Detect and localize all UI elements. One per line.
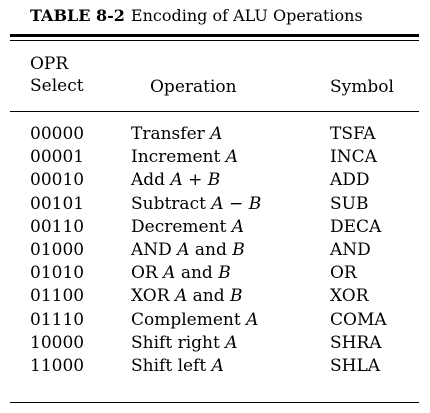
header-opr-line-1: OPR [30, 54, 69, 74]
opr-code-cell: 00001 [30, 147, 85, 168]
opr-code-cell: 00000 [30, 124, 85, 144]
opr-code-cell: 01100 [30, 286, 85, 307]
opr-code-cell: 10000 [30, 332, 85, 353]
opr-code-cell: 00101 [30, 193, 85, 214]
operation-cell: Complement A [131, 309, 259, 330]
operation-cell: Shift left A [131, 355, 224, 376]
table-body: 00000 Transfer A TSFA 00001 Increment A INCA 0… [0, 123, 430, 378]
symbol-cell: ADD [330, 170, 370, 191]
operation-cell: Transfer A [131, 124, 223, 144]
operation-cell: XOR A and B [131, 286, 243, 307]
bottom-rule [10, 402, 419, 403]
opr-code-cell: 11000 [30, 355, 85, 376]
operation-cell: Add A + B [131, 170, 221, 191]
table-number: TABLE 8-2 [30, 6, 125, 25]
header-symbol: Symbol [330, 77, 394, 97]
opr-code-cell: 00010 [30, 170, 85, 191]
top-rule-thick [10, 34, 419, 37]
symbol-cell: TSFA [330, 124, 376, 144]
operation-cell: Shift right A [131, 332, 238, 353]
opr-code-cell: 00110 [30, 216, 85, 237]
table-row: 00001 Increment A INCA [0, 146, 430, 169]
table-title: Encoding of ALU Operations [130, 6, 363, 25]
operation-cell: Increment A [131, 147, 239, 168]
header-opr-select: OPR Select [30, 53, 84, 97]
table-caption: TABLE 8-2 Encoding of ALU Operations [30, 6, 363, 25]
table-row: 00000 Transfer A TSFA [0, 123, 430, 146]
symbol-cell: SHLA [330, 355, 381, 376]
symbol-cell: OR [330, 263, 357, 284]
symbol-cell: INCA [330, 147, 377, 168]
table-row: 00110 Decrement A DECA [0, 216, 430, 239]
operation-cell: AND A and B [131, 239, 245, 260]
table-row: 01110 Complement A COMA [0, 309, 430, 332]
symbol-cell: SHRA [330, 332, 382, 353]
header-opr-line-2: Select [30, 76, 84, 96]
opr-code-cell: 01010 [30, 263, 85, 284]
operation-cell: Decrement A [131, 216, 245, 237]
opr-code-cell: 01000 [30, 239, 85, 260]
symbol-cell: COMA [330, 309, 387, 330]
opr-code-cell: 01110 [30, 309, 85, 330]
table-row: 01010 OR A and B OR [0, 262, 430, 285]
table-row: 00101 Subtract A − B SUB [0, 193, 430, 216]
symbol-cell: SUB [330, 193, 369, 214]
operation-cell: Subtract A − B [131, 193, 262, 214]
symbol-cell: DECA [330, 216, 382, 237]
top-rule-thin [10, 40, 419, 41]
symbol-cell: AND [330, 239, 371, 260]
table-row: 11000 Shift left A SHLA [0, 355, 430, 378]
symbol-cell: XOR [330, 286, 369, 307]
header-operation: Operation [150, 77, 237, 97]
table-row: 00010 Add A + B ADD [0, 169, 430, 192]
operation-cell: OR A and B [131, 263, 231, 284]
table-row: 01000 AND A and B AND [0, 239, 430, 262]
table-row: 10000 Shift right A SHRA [0, 332, 430, 355]
header-rule [10, 111, 419, 112]
table-row: 01100 XOR A and B XOR [0, 285, 430, 308]
